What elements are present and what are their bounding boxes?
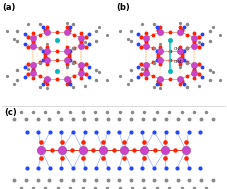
Text: (a): (a) — [2, 3, 16, 12]
Text: OH4: OH4 — [174, 60, 183, 64]
Text: (b): (b) — [116, 3, 130, 12]
Text: (c): (c) — [5, 108, 17, 117]
Text: OH: OH — [174, 47, 180, 51]
